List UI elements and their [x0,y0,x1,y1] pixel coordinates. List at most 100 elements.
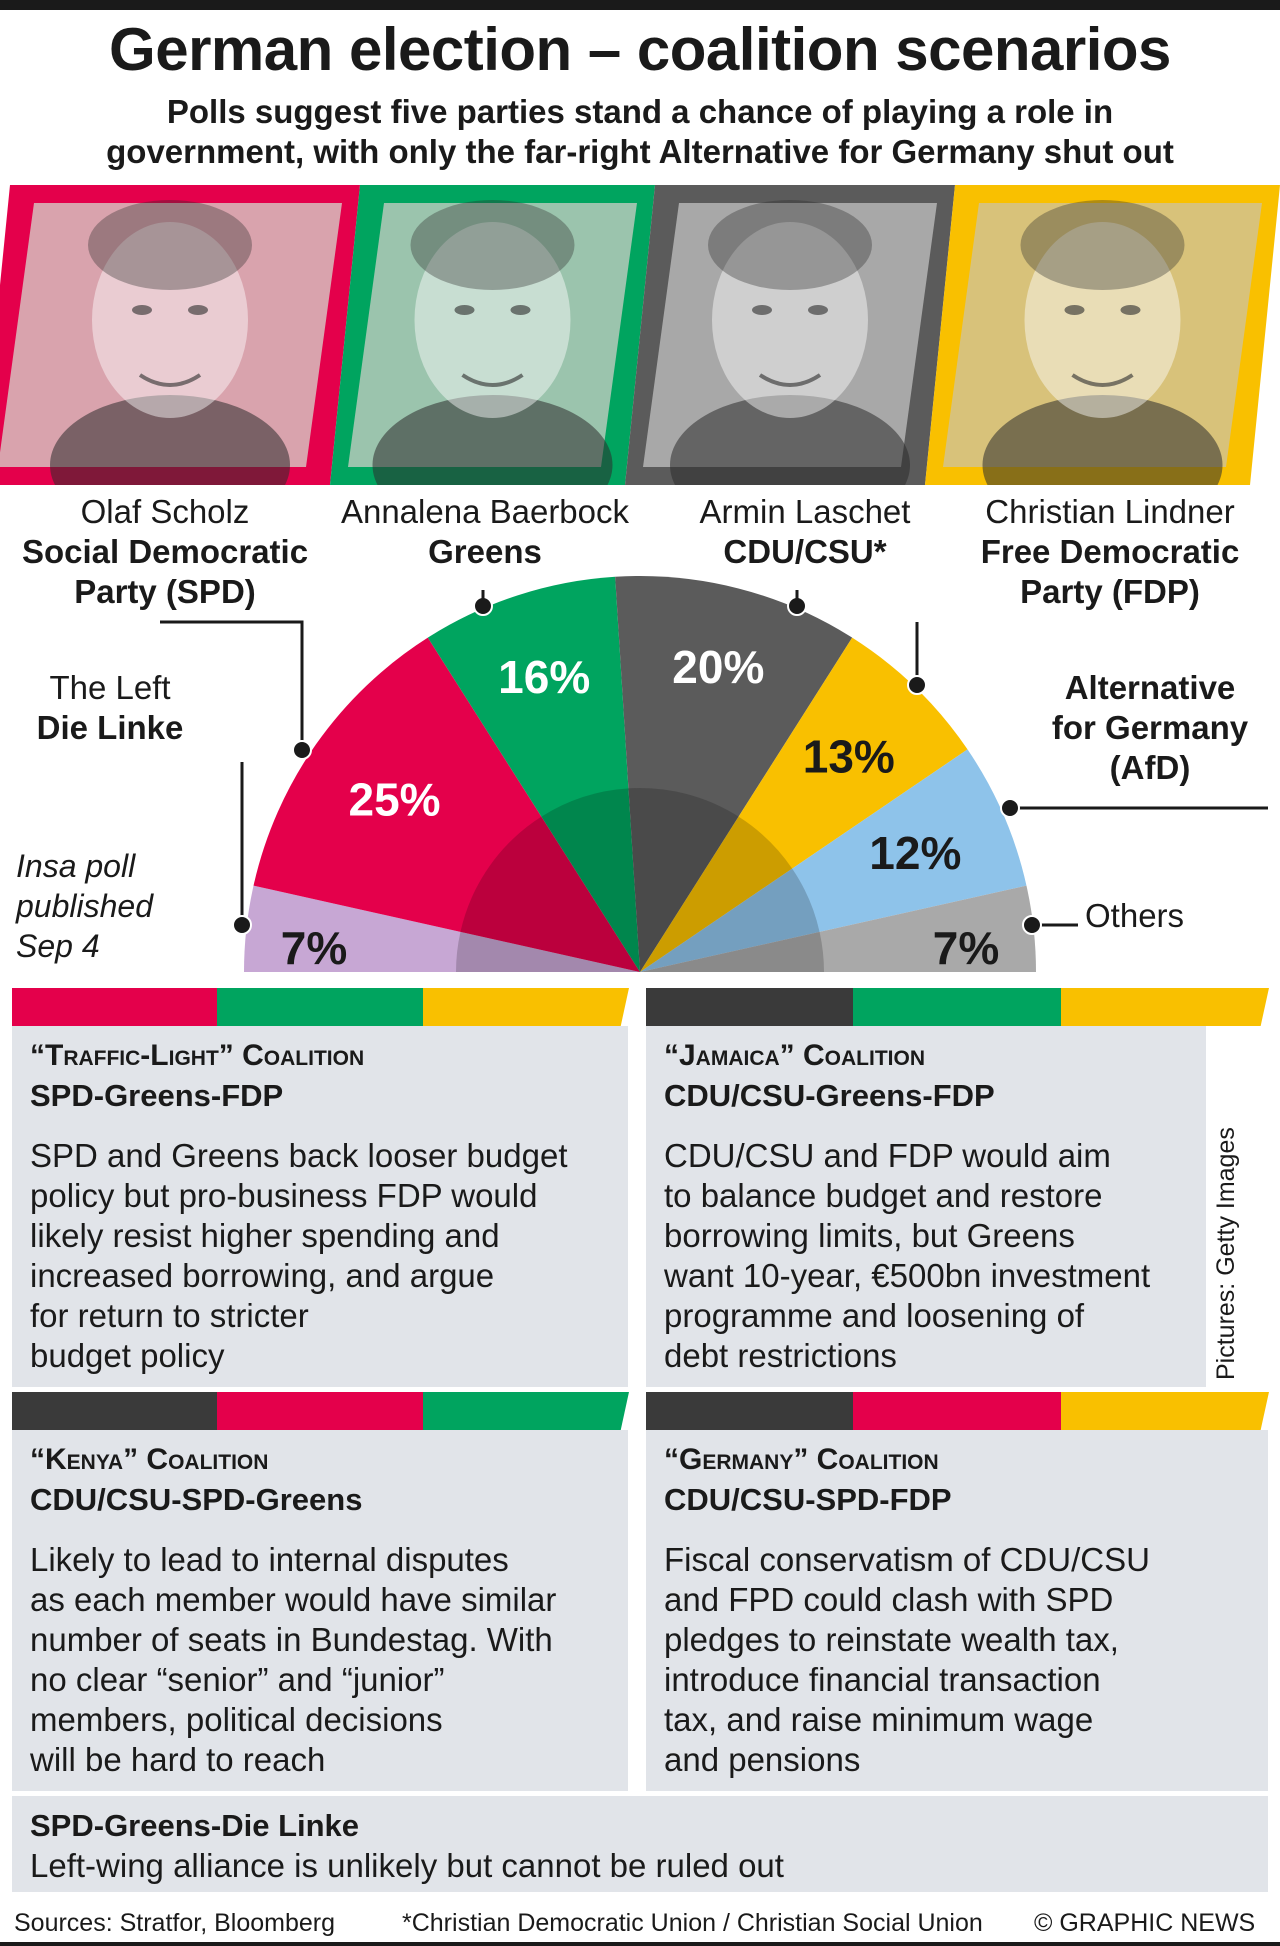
portrait-eye [808,305,828,315]
panel-title: “Jamaica” Coalition [664,1036,925,1076]
coalition-name: “Germany” Coalition [664,1443,939,1476]
poll-note-line: published [16,888,153,924]
body-line: likely resist higher spending and [30,1217,500,1254]
panel-jamaica: “Jamaica” Coalition CDU/CSU-Greens-FDP C… [646,1026,1206,1387]
panel-body: CDU/CSU and FDP would aim to balance bud… [664,1136,1150,1376]
panel-germany: “Germany” Coalition CDU/CSU-SPD-FDP Fisc… [646,1430,1268,1791]
candidate-party: Greens [428,533,542,570]
candidate-party: Free Democratic [980,533,1240,570]
body-line: and FPD could clash with SPD [664,1581,1114,1618]
callout-afd-line: Alternative [1064,669,1236,706]
party-color-stripe [1060,988,1269,1026]
callout-dot [292,740,312,760]
portrait-2 [330,185,655,485]
body-line: members, political decisions [30,1701,443,1738]
body-line: debt restrictions [664,1337,897,1374]
footer-footnote: *Christian Democratic Union / Christian … [402,1909,983,1937]
coalition-name: “Kenya” Coalition [30,1443,269,1476]
inner-shade [628,788,739,972]
panel-body: SPD and Greens back looser budget policy… [30,1136,568,1376]
candidate-scholz: Olaf Scholz Social Democratic Party (SPD… [0,492,330,612]
portrait-shoulders [372,395,613,485]
subtitle-line-2: government, with only the far-right Alte… [106,133,1174,170]
footer-sources: Sources: Stratfor, Bloomberg [14,1909,335,1937]
slice-others [640,885,1036,972]
poll-note-line: Insa poll [16,848,136,884]
panel-subtitle: CDU/CSU-SPD-Greens [30,1482,363,1517]
body-line: programme and loosening of [664,1297,1085,1334]
candidate-lindner: Christian Lindner Free Democratic Party … [950,492,1270,612]
portrait-1 [0,185,360,485]
subtitle-line-1: Polls suggest five parties stand a chanc… [166,93,1114,130]
portrait-mouth [758,373,822,387]
body-line: CDU/CSU and FDP would aim [664,1137,1111,1174]
body-line: Fiscal conservatism of CDU/CSU [664,1541,1150,1578]
portrait-hair [410,200,575,290]
portrait-photo [643,203,937,467]
panel-title: “Germany” Coalition [664,1440,939,1480]
slice-die-linke [244,885,640,972]
party-color-stripe [422,988,629,1026]
candidate-party: CDU/CSU* [723,533,887,570]
portrait-shoulders [50,395,290,485]
body-line: budget policy [30,1337,225,1374]
body-line: Likely to lead to internal disputes [30,1541,509,1578]
party-color-stripe [217,988,424,1026]
body-line: pledges to reinstate wealth tax, [664,1621,1119,1658]
candidate-name: Annalena Baerbock [340,493,630,530]
panel-traffic-light: “Traffic-Light” Coalition SPD-Greens-FDP… [12,1026,628,1387]
portrait-shoulders [982,395,1223,485]
inner-shade [456,931,640,972]
portrait-photo [0,203,342,467]
callout-afd-line: for Germany [1051,709,1249,746]
inner-shade [640,931,824,972]
inner-shade [640,868,820,972]
slice-greens [427,576,640,972]
body-line: policy but pro-business FDP would [30,1177,538,1214]
inner-shade [640,816,793,972]
candidate-party: Party (SPD) [74,573,256,610]
party-color-stripe [217,1392,424,1430]
body-line: increased borrowing, and argue [30,1257,495,1294]
body-line: to balance budget and restore [664,1177,1103,1214]
callout-dot [907,675,927,695]
body-line: SPD and Greens back looser budget [30,1137,568,1174]
inner-shade [460,816,640,972]
callout-left: The Left Die Linke [20,668,200,748]
portrait-photo [348,203,637,467]
body-line: as each member would have similar [30,1581,557,1618]
slice-afd [640,749,1027,972]
callout-afd: Alternative for Germany (AfD) [1030,668,1270,788]
portrait-eye [188,305,208,315]
value-label: 12% [869,827,961,879]
party-color-stripe [12,988,219,1026]
candidate-name: Armin Laschet [699,493,911,530]
party-color-stripe [853,988,1062,1026]
value-label: 20% [672,641,764,693]
portrait-eye [454,305,475,315]
coalition-name: “Jamaica” Coalition [664,1039,925,1072]
portrait-face [92,222,248,418]
value-label: 16% [498,651,590,703]
callout-dot [1000,798,1020,818]
photo-credit-text: Pictures: Getty Images [1212,1127,1240,1380]
portrait-eye [510,305,531,315]
page-subtitle: Polls suggest five parties stand a chanc… [40,92,1240,172]
panel-left-alliance: SPD-Greens-Die Linke Left-wing alliance … [12,1796,1268,1892]
party-color-stripe [1060,1392,1269,1430]
poll-note-line: Sep 4 [16,928,100,964]
party-color-stripe [422,1392,629,1430]
photo-credit: Pictures: Getty Images [1212,1127,1252,1420]
portrait-face [414,222,571,418]
candidate-name: Olaf Scholz [80,493,250,530]
panel-kenya: “Kenya” Coalition CDU/CSU-SPD-Greens Lik… [12,1430,628,1791]
party-color-stripe [12,1392,219,1430]
panel-title: “Traffic-Light” Coalition [30,1036,364,1076]
party-color-stripe [646,1392,855,1430]
poll-note: Insa poll published Sep 4 [16,846,153,966]
portrait-hair [88,200,252,290]
party-color-stripe [853,1392,1062,1430]
chart-base [242,972,1038,990]
inner-shade [541,788,640,972]
portrait-eye [132,305,152,315]
